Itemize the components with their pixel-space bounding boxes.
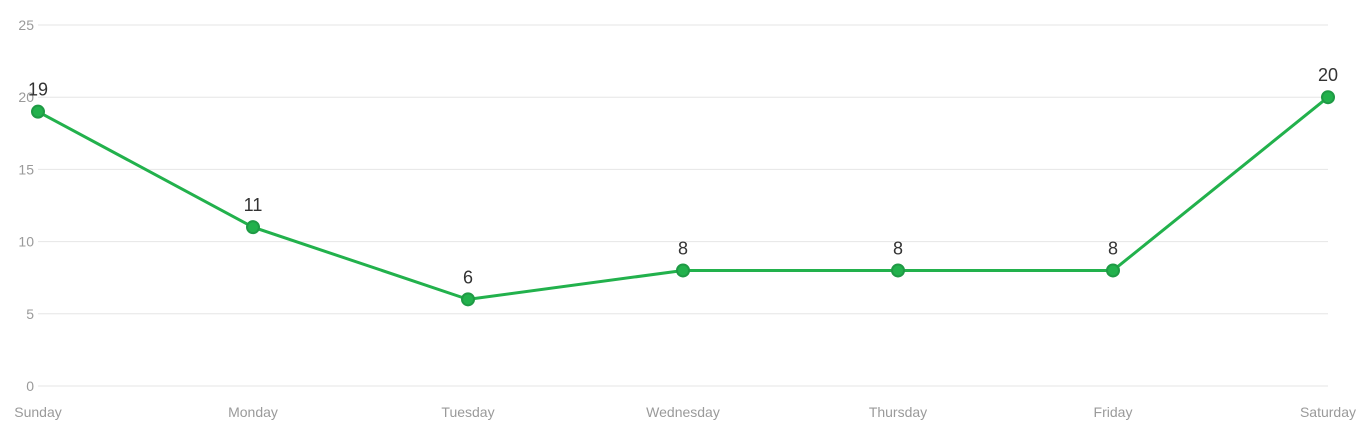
x-tick-label-sunday: Sunday [14,404,61,420]
x-tick-label-wednesday: Wednesday [646,404,720,420]
y-tick-label-0: 0 [26,378,34,394]
y-axis-ticks: 0 5 10 15 20 25 [18,17,34,394]
data-label-friday: 8 [1108,238,1118,258]
data-label-thursday: 8 [893,238,903,258]
data-point-wednesday [676,263,690,278]
data-label-wednesday: 8 [678,238,688,258]
x-tick-label-tuesday: Tuesday [441,404,494,420]
data-label-sunday: 19 [28,80,48,100]
x-tick-label-friday: Friday [1094,404,1133,420]
data-label-layer: 19 11 6 8 8 8 20 [28,65,1338,287]
y-tick-label-3: 15 [18,161,34,177]
data-point-saturday [1321,90,1335,105]
data-label-tuesday: 6 [463,267,473,287]
data-label-saturday: 20 [1318,65,1338,85]
data-point-friday [1106,263,1120,278]
y-tick-label-2: 10 [18,234,34,250]
x-tick-label-thursday: Thursday [869,404,927,420]
x-tick-label-monday: Monday [228,404,278,420]
grid-layer [38,24,1328,387]
y-tick-label-1: 5 [26,306,34,322]
y-tick-label-5: 25 [18,17,34,33]
data-point-monday [246,220,260,235]
data-label-monday: 11 [244,195,263,215]
series-layer [31,90,1335,307]
x-axis-ticks: Sunday Monday Tuesday Wednesday Thursday Frid… [14,404,1356,420]
x-tick-label-saturday: Saturday [1300,404,1356,420]
data-point-tuesday [461,292,475,307]
data-point-sunday [31,104,45,119]
y-tick-label-4: 20 [18,89,34,105]
data-point-thursday [891,263,905,278]
